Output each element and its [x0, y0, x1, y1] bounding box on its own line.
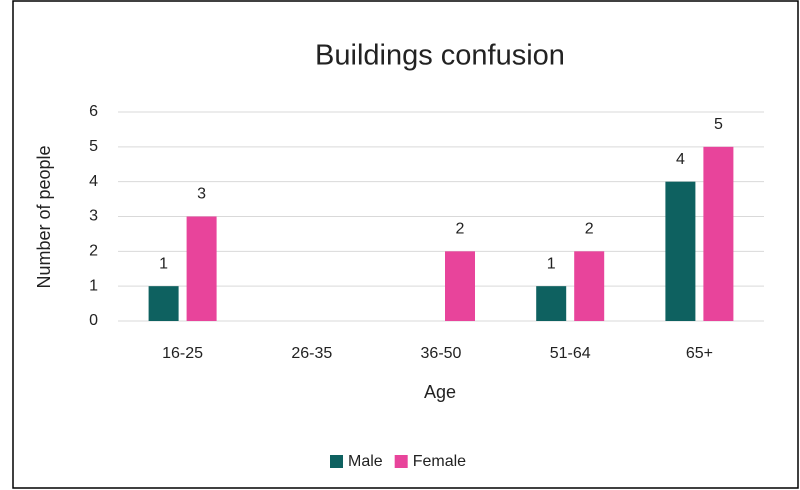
x-tick-label: 51-64: [550, 345, 591, 362]
y-tick-label: 5: [89, 138, 98, 155]
y-tick-label: 4: [89, 173, 98, 190]
y-axis-label: Number of people: [34, 145, 54, 288]
legend-label: Male: [348, 453, 383, 470]
legend-swatch: [394, 455, 408, 468]
bar: [665, 181, 696, 321]
x-axis-label: Age: [424, 382, 456, 402]
bar: [703, 146, 734, 321]
bar: [186, 216, 217, 321]
legend-swatch: [330, 455, 343, 468]
bar: [148, 286, 179, 321]
bar: [445, 251, 475, 321]
data-label: 2: [456, 221, 465, 238]
data-label: 1: [159, 255, 168, 272]
x-tick-label: 36-50: [421, 345, 462, 362]
y-tick-label: 2: [89, 243, 98, 260]
data-label: 2: [585, 221, 594, 238]
x-tick-label: 65+: [686, 345, 713, 362]
y-tick-label: 6: [89, 103, 98, 120]
bar: [536, 286, 567, 321]
chart-title: Buildings confusion: [315, 40, 565, 72]
x-tick-label: 16-25: [162, 345, 203, 362]
legend-label: Female: [413, 453, 466, 470]
data-label: 3: [197, 186, 206, 203]
y-tick-label: 3: [89, 208, 98, 225]
data-label: 1: [547, 255, 556, 272]
y-tick-label: 0: [89, 312, 98, 329]
data-label: 5: [714, 116, 723, 133]
bar: [574, 251, 605, 321]
x-tick-label: 26-35: [291, 345, 332, 362]
y-tick-label: 1: [89, 277, 98, 294]
data-label: 4: [676, 151, 685, 168]
